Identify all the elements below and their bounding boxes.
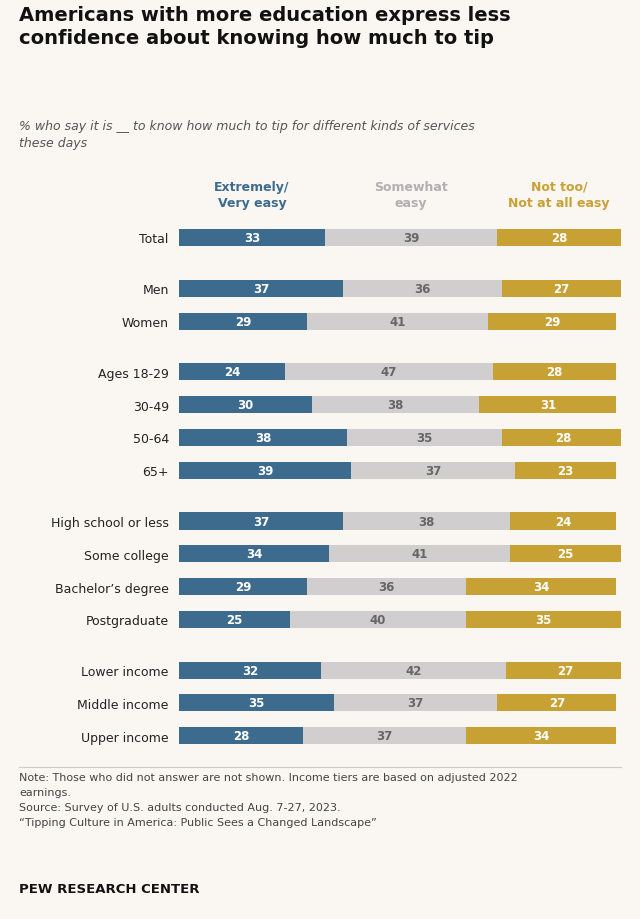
Text: 31: 31 [540, 399, 556, 412]
Text: 38: 38 [387, 399, 404, 412]
Text: 24: 24 [224, 366, 241, 379]
Bar [179, 578, 307, 596]
Text: 28: 28 [551, 232, 567, 244]
Bar [502, 429, 625, 447]
Bar [179, 230, 325, 246]
Bar [479, 397, 616, 414]
Bar [330, 546, 511, 562]
Bar [179, 280, 342, 298]
Text: 28: 28 [556, 431, 572, 445]
Text: % who say it is __ to know how much to tip for different kinds of services
these: % who say it is __ to know how much to t… [19, 119, 475, 150]
Bar [285, 364, 493, 381]
Bar [179, 662, 321, 679]
Text: 25: 25 [226, 613, 243, 626]
Bar [179, 429, 347, 447]
Text: 25: 25 [557, 548, 574, 561]
Text: 37: 37 [253, 282, 269, 296]
Bar [466, 611, 621, 629]
Bar [466, 728, 616, 744]
Text: 38: 38 [419, 515, 435, 528]
Text: 24: 24 [556, 515, 572, 528]
Text: 28: 28 [233, 730, 249, 743]
Text: 32: 32 [242, 664, 258, 677]
Bar [506, 662, 625, 679]
Text: 27: 27 [553, 282, 570, 296]
Text: 35: 35 [248, 697, 265, 709]
Text: 34: 34 [533, 730, 550, 743]
Bar [179, 364, 285, 381]
Bar [347, 429, 502, 447]
Text: 36: 36 [414, 282, 430, 296]
Bar [179, 728, 303, 744]
Bar [488, 313, 616, 330]
Bar [351, 462, 515, 479]
Text: Source: Survey of U.S. adults conducted Aug. 7-27, 2023.: Source: Survey of U.S. adults conducted … [19, 802, 341, 812]
Bar [466, 578, 616, 596]
Text: 29: 29 [235, 315, 252, 328]
Bar [303, 728, 466, 744]
Text: 35: 35 [416, 431, 433, 445]
Bar [312, 397, 479, 414]
Text: 41: 41 [412, 548, 428, 561]
Bar [342, 280, 502, 298]
Text: 36: 36 [379, 581, 395, 594]
Bar [497, 230, 621, 246]
Text: 29: 29 [235, 581, 252, 594]
Bar [179, 695, 334, 711]
Bar [342, 513, 511, 530]
Text: Note: Those who did not answer are not shown. Income tiers are based on adjusted: Note: Those who did not answer are not s… [19, 772, 518, 782]
Bar [179, 546, 330, 562]
Bar [334, 695, 497, 711]
Text: 27: 27 [548, 697, 565, 709]
Text: 40: 40 [370, 613, 386, 626]
Text: 30: 30 [237, 399, 253, 412]
Bar [179, 397, 312, 414]
Text: 28: 28 [547, 366, 563, 379]
Bar [493, 364, 616, 381]
Text: 34: 34 [246, 548, 262, 561]
Text: 37: 37 [425, 464, 441, 477]
Text: 37: 37 [407, 697, 424, 709]
Text: 41: 41 [390, 315, 406, 328]
Text: Americans with more education express less
confidence about knowing how much to : Americans with more education express le… [19, 6, 511, 48]
Bar [497, 695, 616, 711]
Bar [179, 513, 342, 530]
Text: Not too/
Not at all easy: Not too/ Not at all easy [508, 181, 610, 210]
Text: Somewhat
easy: Somewhat easy [374, 181, 448, 210]
Text: 39: 39 [257, 464, 273, 477]
Bar [179, 313, 307, 330]
Text: 47: 47 [381, 366, 397, 379]
Text: 23: 23 [557, 464, 573, 477]
Text: 35: 35 [535, 613, 552, 626]
Text: 37: 37 [376, 730, 393, 743]
Bar [290, 611, 466, 629]
Text: “Tipping Culture in America: Public Sees a Changed Landscape”: “Tipping Culture in America: Public Sees… [19, 817, 377, 827]
Text: 42: 42 [405, 664, 421, 677]
Text: 29: 29 [544, 315, 561, 328]
Text: 39: 39 [403, 232, 419, 244]
Text: 33: 33 [244, 232, 260, 244]
Bar [179, 462, 351, 479]
Bar [511, 546, 621, 562]
Text: 27: 27 [557, 664, 573, 677]
Text: earnings.: earnings. [19, 788, 71, 798]
Bar [321, 662, 506, 679]
Text: Extremely/
Very easy: Extremely/ Very easy [214, 181, 290, 210]
Bar [511, 513, 616, 530]
Bar [502, 280, 621, 298]
Text: PEW RESEARCH CENTER: PEW RESEARCH CENTER [19, 882, 200, 895]
Bar [515, 462, 616, 479]
Text: 34: 34 [533, 581, 550, 594]
Bar [307, 578, 466, 596]
Bar [325, 230, 497, 246]
Bar [307, 313, 488, 330]
Bar [179, 611, 290, 629]
Text: 37: 37 [253, 515, 269, 528]
Text: 38: 38 [255, 431, 271, 445]
